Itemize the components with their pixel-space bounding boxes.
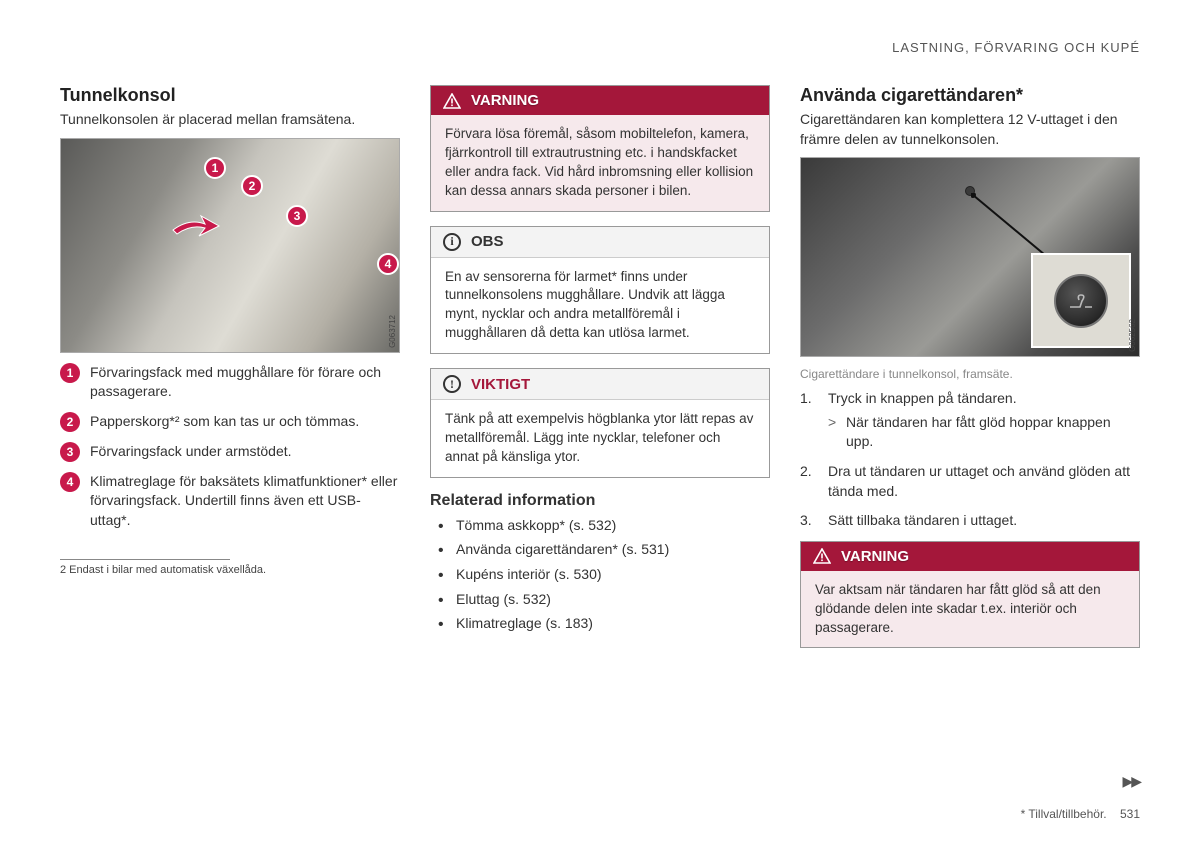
warning-header: VARNING (801, 542, 1139, 571)
legend-number-icon: 4 (60, 472, 80, 492)
col3-title: Använda cigarettändaren* (800, 85, 1140, 106)
column-1: Tunnelkonsol Tunnelkonsolen är placerad … (60, 85, 400, 662)
callout-1: 1 (204, 157, 226, 179)
page-number: 531 (1120, 807, 1140, 821)
col1-title: Tunnelkonsol (60, 85, 400, 106)
important-title: VIKTIGT (471, 376, 530, 393)
content-columns: Tunnelkonsol Tunnelkonsolen är placerad … (60, 85, 1140, 662)
step-item: Dra ut tändaren ur uttaget och använd gl… (800, 462, 1140, 501)
callout-2: 2 (241, 175, 263, 197)
list-item: Tömma askkopp* (s. 532) (434, 516, 770, 536)
legend-text: Klimatreglage för baksätets klimatfunkti… (90, 472, 400, 531)
continue-arrow-icon: ▶▶ (1122, 773, 1140, 790)
page-footer: * Tillval/tillbehör. 531 (1021, 807, 1140, 821)
image-id: G063712 (388, 315, 397, 348)
warning-title: VARNING (841, 548, 909, 565)
motion-arrow-icon (171, 214, 221, 238)
legend-text: Förvaringsfack med mugghållare för förar… (90, 363, 400, 402)
warning-triangle-icon (443, 93, 461, 109)
step-item: Sätt tillbaka tändaren i uttaget. (800, 511, 1140, 531)
list-item: Använda cigarettändaren* (s. 531) (434, 540, 770, 560)
related-info-heading: Relaterad information (430, 492, 770, 510)
footnote: 2 Endast i bilar med automatisk växellåd… (60, 564, 400, 576)
legend-number-icon: 1 (60, 363, 80, 383)
info-icon: i (443, 233, 461, 251)
col1-intro: Tunnelkonsolen är placerad mellan framsä… (60, 110, 400, 130)
step-text: Sätt tillbaka tändaren i uttaget. (828, 512, 1017, 528)
tunnel-console-image: 1 2 3 4 G063712 (60, 138, 400, 353)
image-caption: Cigarettändare i tunnelkonsol, framsäte. (800, 367, 1140, 381)
warning-box: VARNING Var aktsam när tändaren har fått… (800, 541, 1140, 649)
list-item: Klimatreglage (s. 183) (434, 614, 770, 634)
warning-triangle-icon (813, 548, 831, 564)
legend-row: 1 Förvaringsfack med mugghållare för för… (60, 363, 400, 402)
step-result: När tändaren har fått glöd hoppar knappe… (828, 413, 1140, 452)
cigarette-lighter-image: G062562 (800, 157, 1140, 357)
warning-header: VARNING (431, 86, 769, 115)
legend-row: 3 Förvaringsfack under armstödet. (60, 442, 400, 462)
steps-list: Tryck in knappen på tändaren. När tändar… (800, 389, 1140, 531)
note-header: i OBS (431, 227, 769, 258)
image-id: G062562 (1128, 319, 1137, 352)
important-box: ! VIKTIGT Tänk på att exempelvis högblan… (430, 368, 770, 478)
legend-text: Papperskorg*² som kan tas ur och tömmas. (90, 412, 400, 432)
footer-note: * Tillval/tillbehör. (1021, 807, 1107, 821)
note-box: i OBS En av sensorerna för larmet* finns… (430, 226, 770, 355)
lighter-knob-icon (1054, 274, 1108, 328)
warning-box: VARNING Förvara lösa föremål, såsom mobi… (430, 85, 770, 212)
legend-row: 4 Klimatreglage för baksätets klimatfunk… (60, 472, 400, 531)
legend-number-icon: 3 (60, 442, 80, 462)
important-header: ! VIKTIGT (431, 369, 769, 400)
footnote-rule (60, 559, 230, 560)
step-text: Dra ut tändaren ur uttaget och använd gl… (828, 463, 1130, 499)
note-title: OBS (471, 233, 504, 250)
legend-row: 2 Papperskorg*² som kan tas ur och tömma… (60, 412, 400, 432)
lighter-socket-icon (965, 186, 975, 196)
column-2: VARNING Förvara lösa föremål, såsom mobi… (430, 85, 770, 662)
callout-4: 4 (377, 253, 399, 275)
section-header: LASTNING, FÖRVARING OCH KUPÉ (60, 40, 1140, 55)
warning-title: VARNING (471, 92, 539, 109)
legend-number-icon: 2 (60, 412, 80, 432)
related-info-list: Tömma askkopp* (s. 532) Använda cigarett… (430, 516, 770, 634)
exclamation-icon: ! (443, 375, 461, 393)
col3-intro: Cigarettändaren kan komplettera 12 V-utt… (800, 110, 1140, 149)
callout-3: 3 (286, 205, 308, 227)
column-3: Använda cigarettändaren* Cigarettändaren… (800, 85, 1140, 662)
note-body: En av sensorerna för larmet* finns under… (431, 258, 769, 354)
step-item: Tryck in knappen på tändaren. När tändar… (800, 389, 1140, 452)
warning-body: Var aktsam när tändaren har fått glöd så… (801, 571, 1139, 648)
list-item: Kupéns interiör (s. 530) (434, 565, 770, 585)
important-body: Tänk på att exempelvis högblanka ytor lä… (431, 400, 769, 477)
step-text: Tryck in knappen på tändaren. (828, 390, 1017, 406)
legend-text: Förvaringsfack under armstödet. (90, 442, 400, 462)
image-inset (1031, 253, 1131, 348)
list-item: Eluttag (s. 532) (434, 590, 770, 610)
warning-body: Förvara lösa föremål, såsom mobiltelefon… (431, 115, 769, 211)
